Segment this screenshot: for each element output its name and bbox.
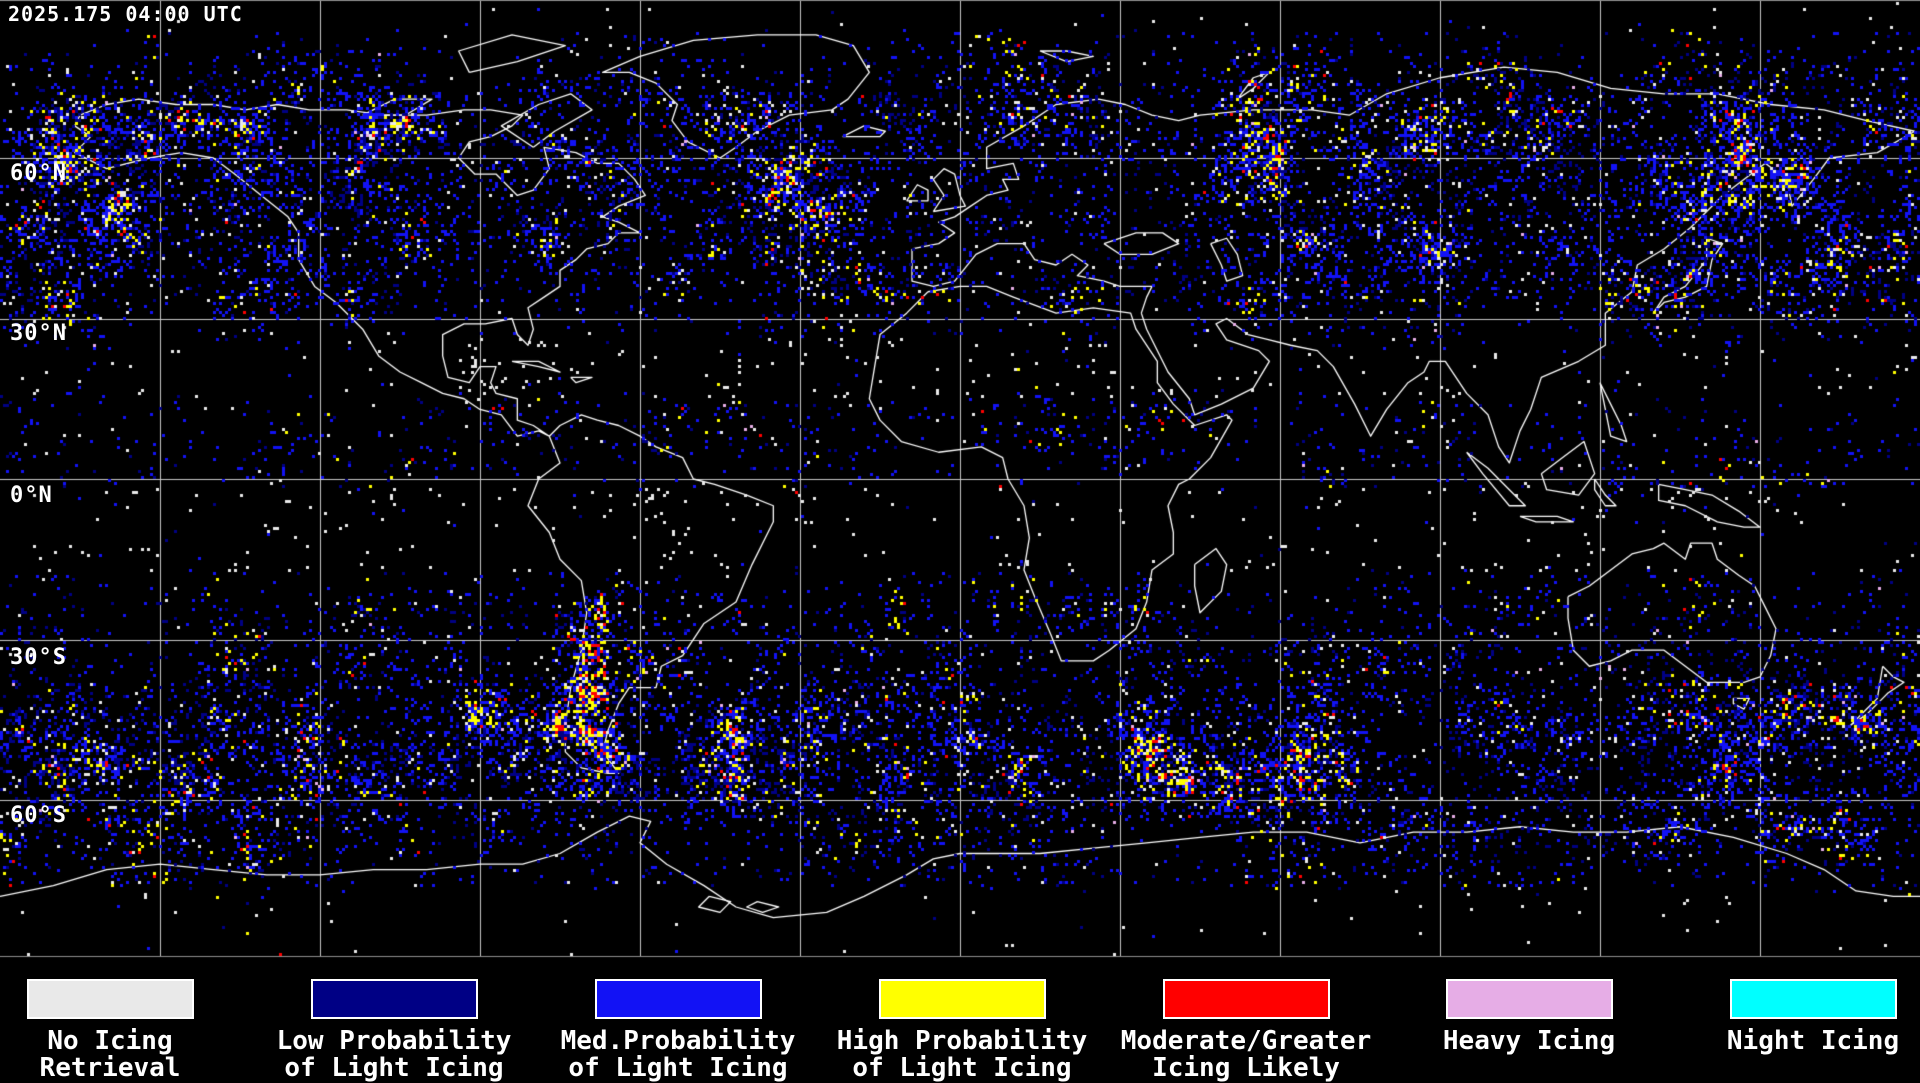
timestamp: 2025.175 04:00 UTC [8, 2, 243, 26]
legend-swatch-heavy-icing [1445, 979, 1613, 1019]
legend-swatch-no-icing-retrieval [26, 979, 194, 1019]
legend-swatch-moderate-greater [1162, 979, 1330, 1019]
legend-label-line2: Icing Likely [1152, 1053, 1340, 1083]
legend-item-low-probability: Low Probability of Light Icing [254, 958, 534, 1082]
legend-swatch-night-icing [1729, 979, 1897, 1019]
legend-label-line2: of Light Icing [284, 1053, 504, 1083]
legend-label-line2: of Light Icing [568, 1053, 788, 1083]
latitude-label-0n: 0°N [10, 483, 53, 508]
legend-label-line1: Moderate/Greater [1120, 1026, 1372, 1056]
latitude-label-60s: 60°S [10, 803, 67, 828]
latitude-label-30n: 30°N [10, 321, 67, 346]
legend-label-line2: Retrieval [39, 1053, 181, 1083]
legend-swatch-med-probability [594, 979, 762, 1019]
legend-label-line1: Med.Probability [560, 1026, 796, 1056]
legend-label-line1: Heavy Icing [1442, 1026, 1616, 1056]
legend-bar: No Icing Retrieval Low Probability of Li… [0, 958, 1920, 1082]
world-map-canvas [0, 0, 1920, 958]
legend-item-moderate-greater: Moderate/Greater Icing Likely [1106, 958, 1386, 1082]
latitude-label-60n: 60°N [10, 161, 67, 186]
legend-swatch-high-probability [878, 979, 1046, 1019]
legend-label-line2: of Light Icing [852, 1053, 1072, 1083]
legend-swatch-low-probability [310, 979, 478, 1019]
legend-label-line1: High Probability [836, 1026, 1088, 1056]
latitude-label-30s: 30°S [10, 645, 67, 670]
legend-item-med-probability: Med.Probability of Light Icing [538, 958, 818, 1082]
legend-item-no-icing: No Icing Retrieval [0, 958, 250, 1082]
legend-item-high-probability: High Probability of Light Icing [822, 958, 1102, 1082]
legend-label-line1: Low Probability [276, 1026, 512, 1056]
legend-label-line1: Night Icing [1726, 1026, 1900, 1056]
legend-item-night-icing: Night Icing [1673, 958, 1920, 1055]
legend-item-heavy-icing: Heavy Icing [1389, 958, 1669, 1055]
legend-label-line1: No Icing [47, 1026, 173, 1056]
